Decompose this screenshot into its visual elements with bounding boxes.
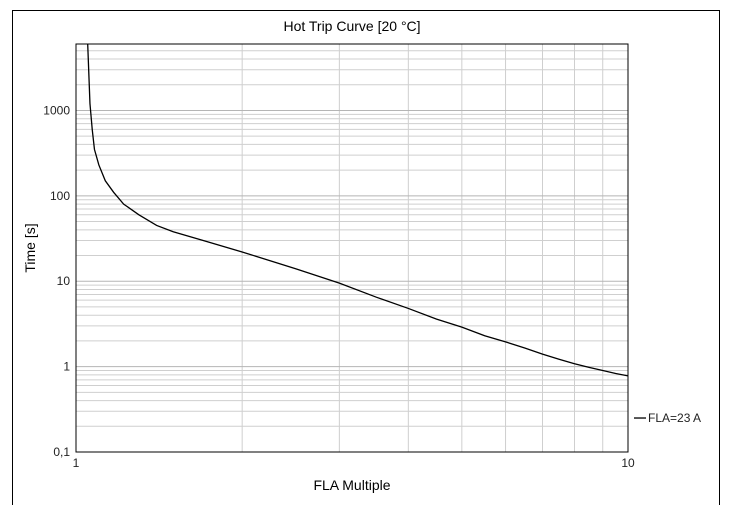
y-tick-label: 1	[63, 360, 70, 374]
chart-title: Hot Trip Curve [20 °C]	[283, 18, 420, 34]
x-tick-label: 10	[621, 456, 635, 470]
y-tick-label: 10	[57, 274, 71, 288]
plot-area-border	[75, 43, 629, 453]
legend-entry: FLA=23 A	[648, 411, 701, 425]
x-axis-label: FLA Multiple	[313, 477, 390, 493]
series-line-fla	[87, 43, 629, 377]
chart-frame	[12, 10, 720, 505]
grid-lines	[76, 44, 628, 452]
y-tick-label: 100	[50, 189, 70, 203]
y-axis-label: Time [s]	[22, 223, 38, 272]
y-tick-label: 1000	[43, 103, 70, 117]
y-tick-label: 0,1	[53, 445, 70, 459]
x-tick-label: 1	[73, 456, 80, 470]
